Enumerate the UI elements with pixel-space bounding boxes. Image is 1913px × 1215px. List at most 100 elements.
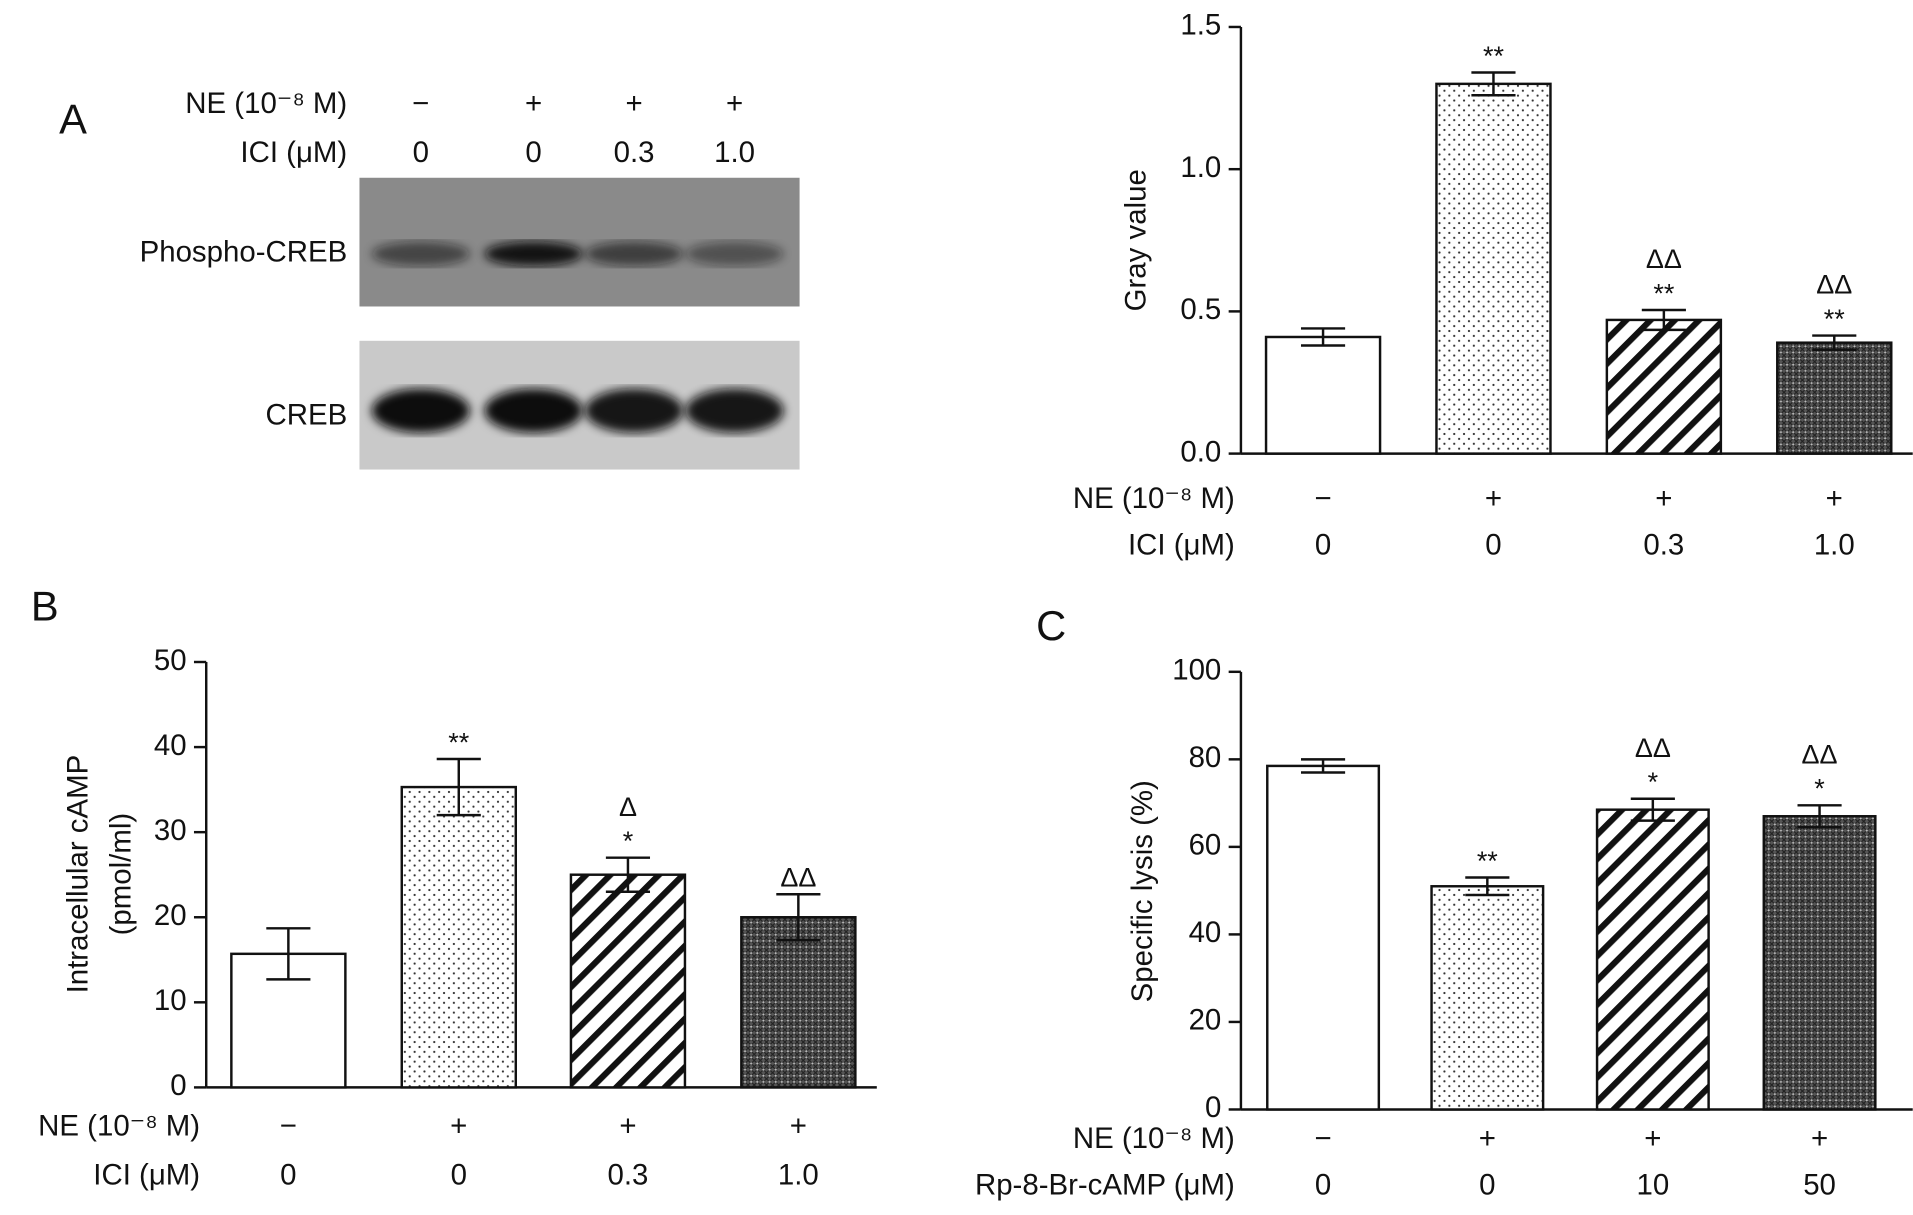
condition-value: 0	[1479, 1168, 1495, 1201]
condition-value: +	[1479, 1122, 1496, 1155]
condition-value: +	[1826, 482, 1843, 515]
error-bar	[1300, 758, 1346, 774]
condition-value: 0	[413, 136, 429, 169]
y-tick-label: 10	[154, 984, 187, 1017]
y-axis-label: Gray value	[1120, 169, 1153, 311]
y-tick-label: 1.0	[1180, 151, 1221, 184]
condition-value: 0	[1315, 529, 1331, 562]
significance-marker: ΔΔ	[1646, 244, 1682, 274]
y-axis-label: Intracellular cAMP	[62, 755, 95, 994]
condition-value: +	[525, 87, 542, 120]
blot-band	[585, 388, 684, 433]
y-tick-label: 100	[1172, 654, 1221, 687]
blot-band	[371, 241, 470, 267]
condition-value: +	[726, 87, 743, 120]
condition-value: 10	[1636, 1168, 1669, 1201]
condition-value: −	[1314, 482, 1331, 515]
significance-marker: ΔΔ	[1802, 739, 1838, 769]
bar	[1776, 341, 1893, 455]
y-tick-label: 20	[1189, 1004, 1222, 1037]
condition-label: NE (10⁻⁸ M)	[38, 1110, 200, 1143]
lane-label: Phospho-CREB	[140, 236, 348, 269]
lane-label: CREB	[266, 399, 348, 432]
error-bar	[1797, 804, 1842, 829]
significance-marker: Δ	[619, 792, 637, 822]
condition-label: ICI (μM)	[1128, 529, 1235, 562]
condition-value: 50	[1803, 1168, 1836, 1201]
y-tick-label: 40	[154, 729, 187, 762]
blot-band	[371, 388, 470, 433]
condition-value: 0.3	[608, 1159, 649, 1192]
bar	[1762, 815, 1877, 1111]
error-bar	[266, 927, 311, 981]
bar	[1430, 885, 1545, 1111]
significance-marker: *	[1648, 767, 1659, 797]
blot-band	[484, 241, 583, 267]
bar	[740, 916, 857, 1089]
bar	[1435, 82, 1552, 455]
y-tick-label: 40	[1189, 916, 1222, 949]
condition-label: ICI (μM)	[240, 136, 347, 169]
condition-value: 0	[1485, 529, 1501, 562]
y-tick-label: 30	[154, 814, 187, 847]
y-axis-label: Specific lysis (%)	[1126, 780, 1159, 1002]
y-tick-label: 1.5	[1180, 9, 1221, 42]
blot-band	[585, 241, 684, 267]
significance-marker: ΔΔ	[1816, 270, 1852, 300]
condition-label: ICI (μM)	[93, 1159, 200, 1192]
condition-value: 1.0	[1814, 529, 1855, 562]
error-bar	[1812, 334, 1857, 352]
condition-value: +	[619, 1110, 636, 1143]
error-bar	[1471, 71, 1516, 97]
error-bar	[1465, 876, 1510, 897]
bar	[1595, 808, 1710, 1111]
significance-marker: *	[1814, 774, 1825, 804]
condition-value: +	[1655, 482, 1672, 515]
y-tick-label: 0	[1205, 1091, 1221, 1124]
condition-value: +	[1811, 1122, 1828, 1155]
condition-value: +	[1644, 1122, 1661, 1155]
blot-band	[685, 241, 784, 267]
significance-marker: *	[623, 826, 634, 856]
error-bar	[436, 757, 481, 817]
condition-value: −	[1314, 1122, 1331, 1155]
bar	[1605, 318, 1723, 455]
y-tick-label: 0	[170, 1069, 186, 1102]
y-tick-label: 80	[1189, 741, 1222, 774]
panel-letter: B	[31, 582, 59, 629]
condition-label: Rp-8-Br-cAMP (μM)	[975, 1168, 1235, 1201]
condition-value: 0	[451, 1159, 467, 1192]
significance-marker: **	[448, 727, 469, 757]
condition-value: 0	[525, 136, 541, 169]
condition-value: 1.0	[778, 1159, 819, 1192]
condition-value: 0.3	[614, 136, 655, 169]
condition-value: 0.3	[1643, 529, 1684, 562]
condition-value: 0	[280, 1159, 296, 1192]
significance-marker: ΔΔ	[780, 863, 816, 893]
y-tick-label: 20	[154, 899, 187, 932]
blot-band	[484, 388, 583, 433]
error-bar	[605, 856, 651, 893]
condition-label: NE (10⁻⁸ M)	[185, 87, 347, 120]
condition-value: −	[412, 87, 429, 120]
condition-value: +	[790, 1110, 807, 1143]
y-axis-label: (pmol/ml)	[105, 813, 138, 936]
condition-label: NE (10⁻⁸ M)	[1073, 1122, 1235, 1155]
bar	[569, 873, 687, 1089]
condition-value: 1.0	[714, 136, 755, 169]
condition-label: NE (10⁻⁸ M)	[1073, 482, 1235, 515]
condition-value: +	[625, 87, 642, 120]
bar	[400, 785, 518, 1089]
condition-value: +	[1485, 482, 1502, 515]
error-bar	[1641, 308, 1686, 332]
significance-marker: **	[1483, 41, 1504, 71]
bar	[1264, 335, 1382, 455]
significance-marker: **	[1477, 846, 1498, 876]
significance-marker: **	[1824, 304, 1845, 334]
y-tick-label: 60	[1189, 829, 1222, 862]
bar	[1266, 764, 1381, 1111]
panel-letter: C	[1036, 602, 1066, 649]
y-tick-label: 50	[154, 644, 187, 677]
condition-value: −	[280, 1110, 297, 1143]
